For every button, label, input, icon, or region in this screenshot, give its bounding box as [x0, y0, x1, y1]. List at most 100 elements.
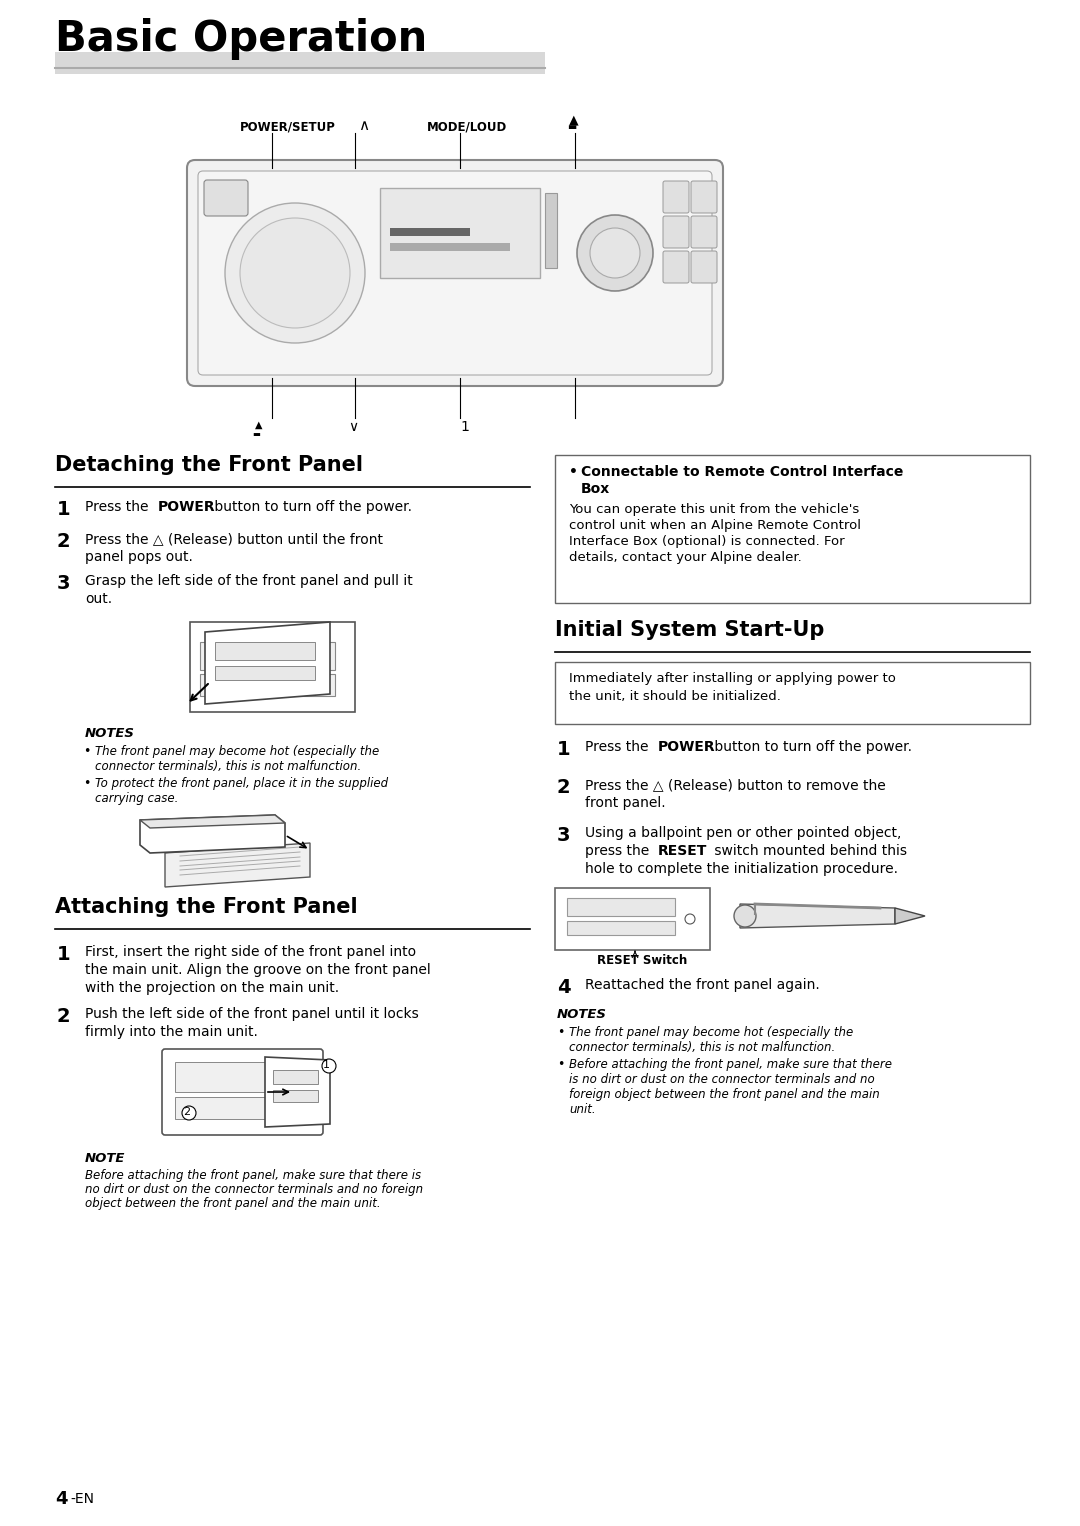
- Text: Attaching the Front Panel: Attaching the Front Panel: [55, 897, 357, 917]
- Text: ∧: ∧: [357, 118, 369, 133]
- Text: RESET Switch: RESET Switch: [597, 954, 687, 967]
- Bar: [273, 1070, 318, 1083]
- FancyBboxPatch shape: [691, 217, 717, 249]
- Text: press the: press the: [585, 844, 653, 858]
- Polygon shape: [740, 903, 895, 928]
- Text: Initial System Start-Up: Initial System Start-Up: [555, 620, 824, 639]
- Text: The front panel may become hot (especially the: The front panel may become hot (especial…: [569, 1025, 853, 1039]
- Text: POWER/SETUP: POWER/SETUP: [240, 121, 336, 133]
- Text: Basic Operation: Basic Operation: [55, 18, 428, 60]
- Bar: [175, 1062, 305, 1093]
- FancyBboxPatch shape: [204, 180, 248, 217]
- Text: hole to complete the initialization procedure.: hole to complete the initialization proc…: [585, 862, 897, 876]
- FancyBboxPatch shape: [198, 171, 712, 375]
- Text: panel pops out.: panel pops out.: [85, 549, 193, 565]
- Text: •: •: [557, 1025, 565, 1039]
- FancyBboxPatch shape: [691, 182, 717, 214]
- Text: with the projection on the main unit.: with the projection on the main unit.: [85, 981, 339, 995]
- Text: 1: 1: [557, 740, 570, 758]
- Text: 4: 4: [557, 978, 570, 996]
- Polygon shape: [895, 908, 924, 925]
- Text: ▲: ▲: [569, 113, 579, 127]
- Text: •: •: [83, 777, 91, 790]
- Text: Interface Box (optional) is connected. For: Interface Box (optional) is connected. F…: [569, 536, 845, 548]
- Bar: [190, 623, 355, 713]
- Text: ∨: ∨: [348, 420, 359, 433]
- Bar: [273, 1090, 318, 1102]
- Text: The front panel may become hot (especially the: The front panel may become hot (especial…: [95, 745, 379, 758]
- Text: 2: 2: [557, 778, 570, 797]
- Text: Using a ballpoint pen or other pointed object,: Using a ballpoint pen or other pointed o…: [585, 826, 902, 839]
- Bar: [215, 665, 315, 681]
- Text: switch mounted behind this: switch mounted behind this: [710, 844, 907, 858]
- Text: •: •: [83, 745, 91, 758]
- Text: details, contact your Alpine dealer.: details, contact your Alpine dealer.: [569, 551, 801, 565]
- Text: ▬: ▬: [252, 430, 260, 439]
- Text: Before attaching the front panel, make sure that there: Before attaching the front panel, make s…: [569, 1058, 892, 1071]
- Text: ▬: ▬: [567, 122, 577, 133]
- Polygon shape: [140, 815, 285, 829]
- Text: Immediately after installing or applying power to: Immediately after installing or applying…: [569, 671, 896, 685]
- FancyBboxPatch shape: [162, 1048, 323, 1135]
- Text: 3: 3: [57, 574, 70, 594]
- Text: -EN: -EN: [70, 1492, 94, 1506]
- Text: connector terminals), this is not malfunction.: connector terminals), this is not malfun…: [569, 1041, 835, 1054]
- Polygon shape: [265, 1058, 330, 1128]
- Circle shape: [225, 203, 365, 343]
- Circle shape: [734, 905, 756, 926]
- Bar: [567, 922, 675, 935]
- Bar: [555, 662, 1030, 723]
- FancyBboxPatch shape: [691, 250, 717, 282]
- Text: ▲: ▲: [255, 420, 262, 430]
- Text: NOTES: NOTES: [85, 726, 135, 740]
- Circle shape: [685, 914, 696, 925]
- Bar: [555, 888, 710, 951]
- Polygon shape: [165, 842, 310, 887]
- Text: carrying case.: carrying case.: [95, 792, 178, 806]
- Text: 2: 2: [183, 1106, 190, 1117]
- Bar: [200, 642, 335, 670]
- Bar: [380, 188, 540, 278]
- Text: 1: 1: [460, 420, 469, 433]
- Text: control unit when an Alpine Remote Control: control unit when an Alpine Remote Contr…: [569, 519, 861, 533]
- Text: Grasp the left side of the front panel and pull it: Grasp the left side of the front panel a…: [85, 574, 413, 588]
- Text: NOTES: NOTES: [557, 1009, 607, 1021]
- Circle shape: [322, 1059, 336, 1073]
- Text: unit.: unit.: [569, 1103, 596, 1116]
- Bar: [200, 674, 335, 696]
- Circle shape: [577, 215, 653, 291]
- Text: button to turn off the power.: button to turn off the power.: [710, 740, 912, 754]
- Text: 4: 4: [55, 1489, 67, 1508]
- FancyBboxPatch shape: [663, 182, 689, 214]
- Text: •: •: [557, 1058, 565, 1071]
- Text: front panel.: front panel.: [585, 797, 665, 810]
- Text: 3: 3: [557, 826, 570, 845]
- Text: 2: 2: [57, 533, 70, 551]
- Circle shape: [183, 1106, 195, 1120]
- Text: Detaching the Front Panel: Detaching the Front Panel: [55, 455, 363, 475]
- Text: the main unit. Align the groove on the front panel: the main unit. Align the groove on the f…: [85, 963, 431, 977]
- Circle shape: [240, 218, 350, 328]
- Text: 2: 2: [57, 1007, 70, 1025]
- Bar: [215, 642, 315, 661]
- Text: button to turn off the power.: button to turn off the power.: [210, 501, 411, 514]
- Polygon shape: [205, 623, 330, 703]
- Text: 1: 1: [323, 1061, 330, 1070]
- Circle shape: [590, 227, 640, 278]
- Text: Press the: Press the: [585, 740, 653, 754]
- Text: Box: Box: [581, 482, 610, 496]
- Text: no dirt or dust on the connector terminals and no foreign: no dirt or dust on the connector termina…: [85, 1183, 423, 1196]
- Text: POWER: POWER: [158, 501, 216, 514]
- Text: Reattached the front panel again.: Reattached the front panel again.: [585, 978, 820, 992]
- Text: MODE/LOUD: MODE/LOUD: [427, 121, 508, 133]
- Text: foreign object between the front panel and the main: foreign object between the front panel a…: [569, 1088, 880, 1100]
- Text: Connectable to Remote Control Interface: Connectable to Remote Control Interface: [581, 465, 903, 479]
- FancyBboxPatch shape: [663, 250, 689, 282]
- Polygon shape: [140, 815, 285, 853]
- Text: POWER: POWER: [658, 740, 716, 754]
- Text: •: •: [569, 465, 578, 479]
- Bar: [175, 1097, 305, 1119]
- FancyBboxPatch shape: [663, 217, 689, 249]
- Text: Press the: Press the: [85, 501, 153, 514]
- Text: 1: 1: [57, 945, 70, 964]
